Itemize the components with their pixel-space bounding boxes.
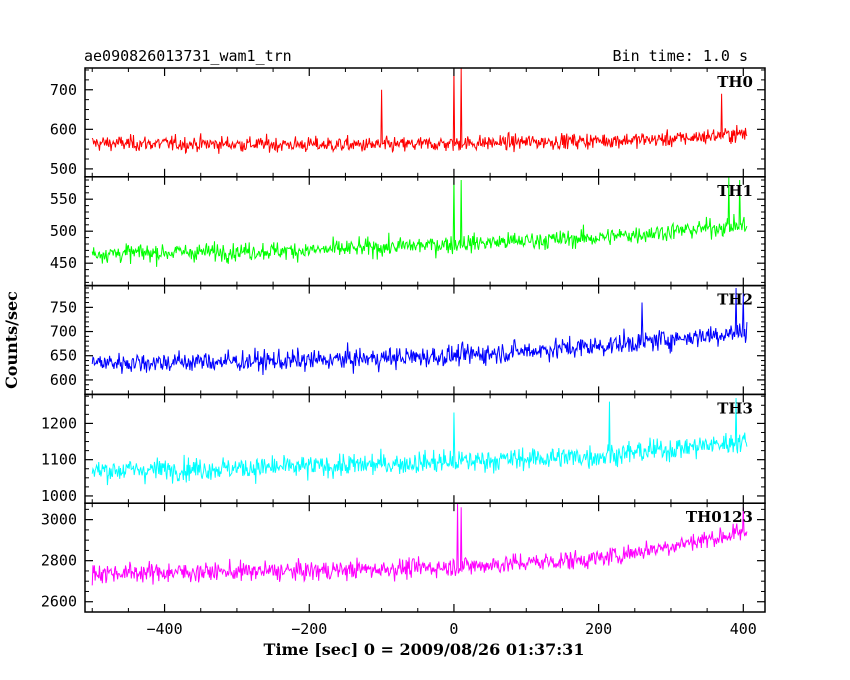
y-tick-label: 650 — [50, 347, 77, 365]
x-tick-label: −400 — [147, 620, 183, 638]
y-tick-label: 2800 — [41, 552, 77, 570]
panel-th0123: 2600 2800 3000 TH0123 — [41, 502, 766, 613]
x-axis-tick-labels: −400 −200 0 200 400 — [147, 620, 757, 638]
y-tick-label: 750 — [50, 298, 77, 316]
y-tick-label: 700 — [50, 81, 77, 99]
panel-th3: 1000 1100 1200 TH3 — [41, 393, 766, 505]
y-tick-label: 3000 — [41, 511, 77, 529]
bin-time-label: Bin time: 1.0 s — [613, 47, 748, 65]
panel-frame — [84, 284, 766, 396]
panel-frame — [84, 67, 766, 178]
x-axis-title: Time [sec] 0 = 2009/08/26 01:37:31 — [264, 640, 585, 659]
panel-th2: 600 650 700 750 TH2 — [50, 284, 766, 396]
y-axis-title: Counts/sec — [2, 291, 21, 389]
panel-label: TH0123 — [686, 508, 753, 526]
x-tick-label: −200 — [291, 620, 327, 638]
x-tick-label: 0 — [449, 620, 458, 638]
y-tick-label: 600 — [50, 120, 77, 138]
y-tick-label: 600 — [50, 371, 77, 389]
panel-label: TH2 — [717, 291, 753, 309]
y-tick-label: 1000 — [41, 487, 77, 505]
panels: 500 600 700 TH0 450 500 550 TH1 600 650 700 750 TH2 1… — [41, 67, 766, 613]
y-tick-label: 1200 — [41, 414, 77, 432]
series-line-th0123 — [91, 503, 748, 586]
x-tick-label: 400 — [730, 620, 757, 638]
y-tick-label: 500 — [50, 222, 77, 240]
y-tick-label: 450 — [50, 254, 77, 272]
y-tick-label: 500 — [50, 160, 77, 178]
y-tick-label: 2600 — [41, 593, 77, 611]
panel-frame — [84, 393, 766, 504]
series-line-th3 — [91, 398, 748, 486]
panel-th0: 500 600 700 TH0 — [50, 67, 766, 178]
x-tick-label: 200 — [585, 620, 612, 638]
y-tick-label: 1100 — [41, 451, 77, 469]
y-tick-label: 550 — [50, 190, 77, 208]
series-line-th1 — [91, 176, 748, 267]
panel-label: TH0 — [717, 73, 753, 91]
series-line-th2 — [91, 288, 748, 376]
panel-th1: 450 500 550 TH1 — [50, 176, 766, 287]
panel-frame — [84, 176, 766, 287]
panel-label: TH3 — [717, 399, 753, 417]
y-tick-label: 700 — [50, 323, 77, 341]
source-name-title: ae090826013731_wam1_trn — [84, 47, 292, 65]
series-line-th0 — [91, 68, 748, 155]
panel-label: TH1 — [717, 182, 753, 200]
panel-frame — [84, 502, 766, 613]
